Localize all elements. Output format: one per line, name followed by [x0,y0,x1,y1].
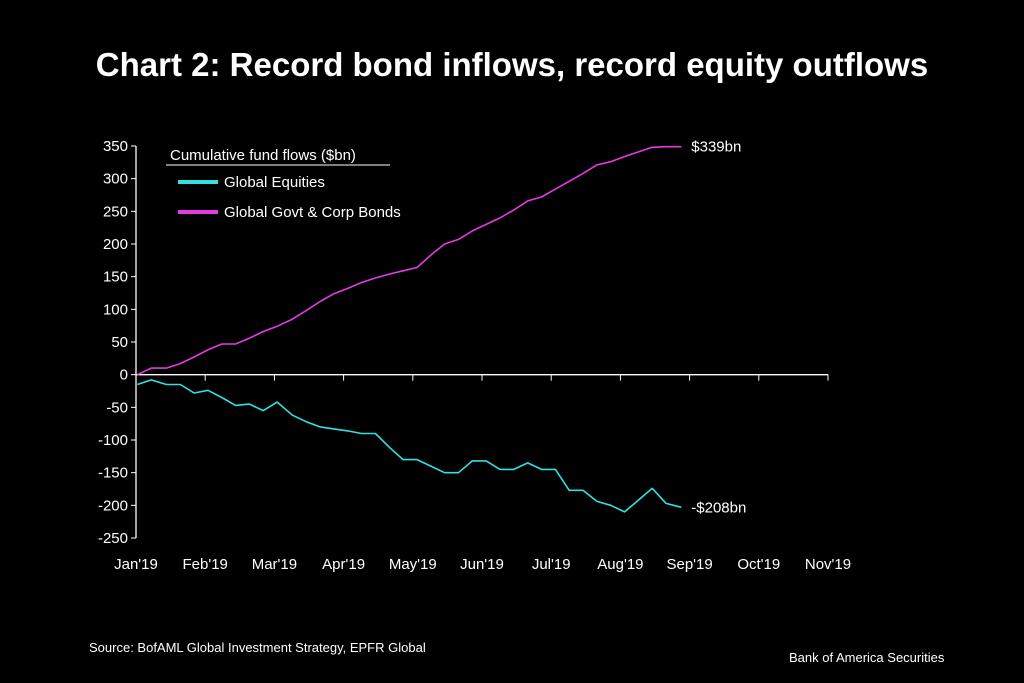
chart-title: Chart 2: Record bond inflows, record equ… [95,46,929,83]
y-tick-label: 50 [111,334,128,351]
y-axis-ticks: 350 300 250 200 150 100 50 0 -50 -100 -150 -200 -250 [98,138,136,547]
x-tick-label: Nov'19 [805,556,851,573]
legend-label-bonds: Global Govt & Corp Bonds [224,204,401,221]
y-tick-label: 0 [120,367,128,384]
legend-title: Cumulative fund flows ($bn) [170,147,356,164]
x-tick-label: Oct'19 [737,556,780,573]
x-tick-label: Aug'19 [597,556,643,573]
x-axis-ticks: Jan'19 Feb'19 Mar'19 Apr'19 May'19 Jun'19 Jul'… [114,374,851,573]
x-tick-label: Jan'19 [114,556,158,573]
y-tick-label: -250 [98,530,128,547]
y-tick-label: -150 [98,465,128,482]
brand-label: Bank of America Securities [789,650,945,665]
series-line-bonds [137,145,682,376]
x-tick-label: Mar'19 [252,556,297,573]
x-tick-label: Apr'19 [322,556,365,573]
y-tick-label: 100 [103,301,128,318]
x-tick-label: Feb'19 [182,556,227,573]
x-tick-label: May'19 [389,556,437,573]
x-tick-label: Jun'19 [460,556,504,573]
y-tick-label: 350 [103,138,128,155]
y-tick-label: 300 [103,171,128,188]
series-line-equities [137,379,682,513]
equities-end-label: -$208bn [691,499,746,516]
y-tick-label: 200 [103,236,128,253]
x-tick-label: Sep'19 [666,556,712,573]
legend-label-equities: Global Equities [224,174,325,191]
y-tick-label: 250 [103,203,128,220]
legend: Cumulative fund flows ($bn) Global Equit… [166,147,401,221]
y-tick-label: -200 [98,497,128,514]
y-tick-label: -50 [106,399,128,416]
bonds-end-label: $339bn [691,139,741,156]
y-tick-label: 150 [103,269,128,286]
x-tick-label: Jul'19 [532,556,571,573]
y-tick-label: -100 [98,432,128,449]
source-note: Source: BofAML Global Investment Strateg… [89,640,426,655]
series-lines [137,145,682,513]
